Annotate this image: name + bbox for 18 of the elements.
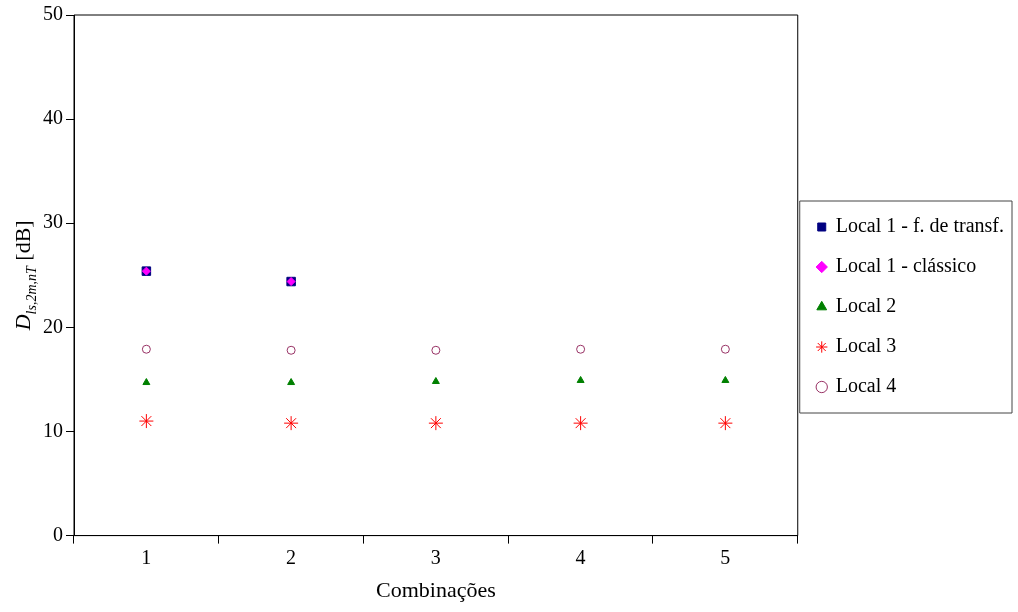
legend-label: Local 1 - clássico	[835, 254, 977, 277]
x-axis-title: Combinações	[375, 576, 496, 602]
legend-label: Local 3	[835, 334, 897, 357]
x-tick-label: 4	[575, 545, 586, 568]
y-tick-label: 30	[43, 210, 63, 233]
y-axis-title: Dls,2m,nT [dB]	[10, 220, 39, 332]
y-tick-label: 0	[53, 522, 63, 545]
x-tick-label: 2	[286, 545, 297, 568]
y-tick-label: 20	[43, 314, 63, 337]
y-tick-label: 10	[43, 418, 63, 441]
legend-label: Local 2	[835, 294, 897, 317]
x-tick-label: 3	[430, 545, 441, 568]
legend-label: Local 1 - f. de transf.	[835, 214, 1004, 237]
y-tick-label: 40	[43, 106, 63, 129]
y-tick-label: 50	[43, 2, 63, 25]
legend-label: Local 4	[835, 374, 897, 397]
x-tick-label: 5	[720, 545, 731, 568]
x-tick-label: 1	[141, 545, 152, 568]
